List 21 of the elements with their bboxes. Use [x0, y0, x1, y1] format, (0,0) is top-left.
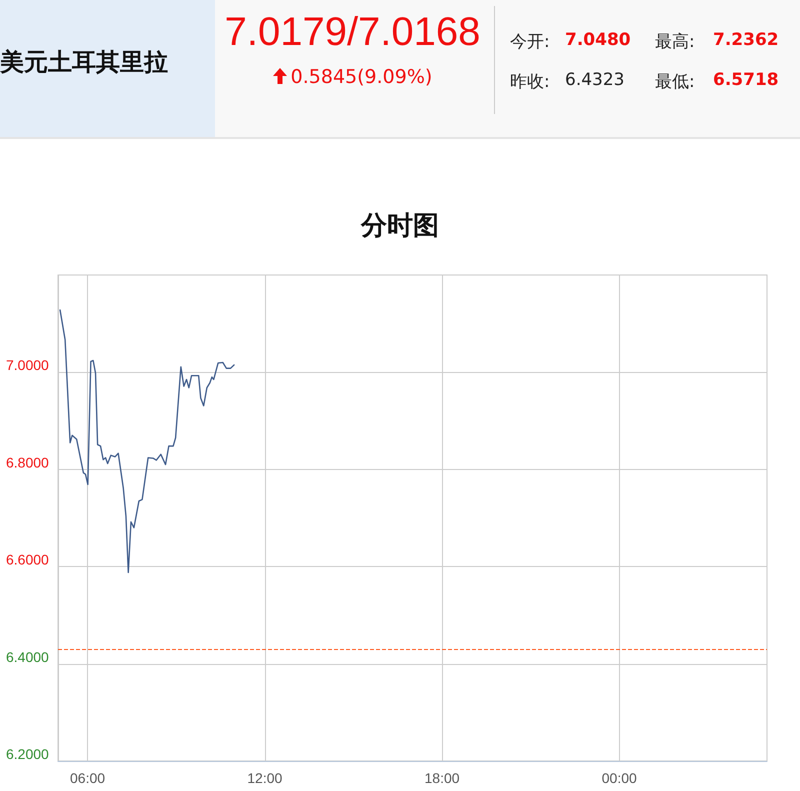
text: 6.4323 [565, 70, 624, 90]
text: 7.0480 [565, 30, 631, 50]
text: 6.5718 [713, 70, 779, 90]
text: 昨收: [510, 71, 550, 93]
x-tick-label: 00:00 [602, 770, 638, 786]
text: 7.2362 [713, 30, 779, 50]
y-tick-label: 6.4000 [6, 648, 50, 665]
chart-subtitle: 分时图 [360, 211, 439, 241]
text: 最低: [655, 71, 695, 93]
y-tick-label: 6.6000 [6, 552, 50, 568]
text: 今开: [510, 31, 550, 53]
text: 最高: [655, 31, 695, 53]
chart-title: 美元土耳其里拉 [0, 0, 215, 137]
x-tick-label: 12:00 [247, 770, 283, 786]
y-tick-label: 6.8000 [6, 454, 50, 470]
x-tick-label: 06:00 [70, 770, 106, 786]
text: 7.0179/7.0168 [224, 10, 482, 55]
y-tick-label: 7.0000 [6, 357, 50, 374]
y-tick-label: 6.2000 [6, 746, 50, 762]
text: 0.5845(9.09%) [290, 66, 434, 88]
x-tick-label: 18:00 [424, 770, 460, 786]
